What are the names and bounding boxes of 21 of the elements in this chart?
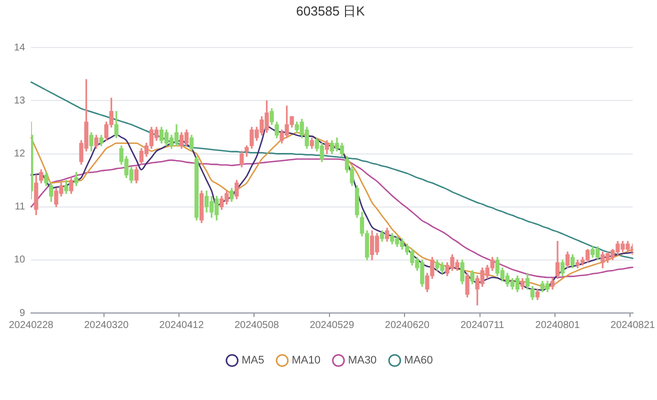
y-tick-label: 11 — [14, 202, 26, 213]
x-tick-label: 20240620 — [384, 320, 430, 331]
legend-label: MA5 — [242, 354, 264, 367]
legend-label: MA30 — [348, 354, 377, 367]
x-tick-label: 20240508 — [234, 320, 280, 331]
y-tick-label: 14 — [14, 42, 26, 54]
line-series — [30, 81, 634, 260]
x-tick-label: 20240320 — [84, 320, 130, 331]
x-tick-label: 20240821 — [610, 320, 656, 331]
x-tick-label: 20240228 — [8, 320, 54, 331]
legend-label: MA10 — [292, 354, 320, 367]
x-tick-label: 20240801 — [535, 320, 580, 331]
chart-title: 603585 日K — [296, 3, 366, 18]
x-tick-label: 20240529 — [310, 320, 355, 331]
x-tick-label: 20240711 — [460, 320, 505, 331]
y-tick-label: 10 — [14, 254, 26, 266]
x-tick-label: 20240412 — [159, 320, 204, 331]
y-tick-label: 9 — [20, 308, 26, 319]
y-tick-label: 13 — [14, 95, 26, 106]
legend-label: MA60 — [404, 354, 433, 367]
y-tick-label: 12 — [14, 148, 26, 160]
